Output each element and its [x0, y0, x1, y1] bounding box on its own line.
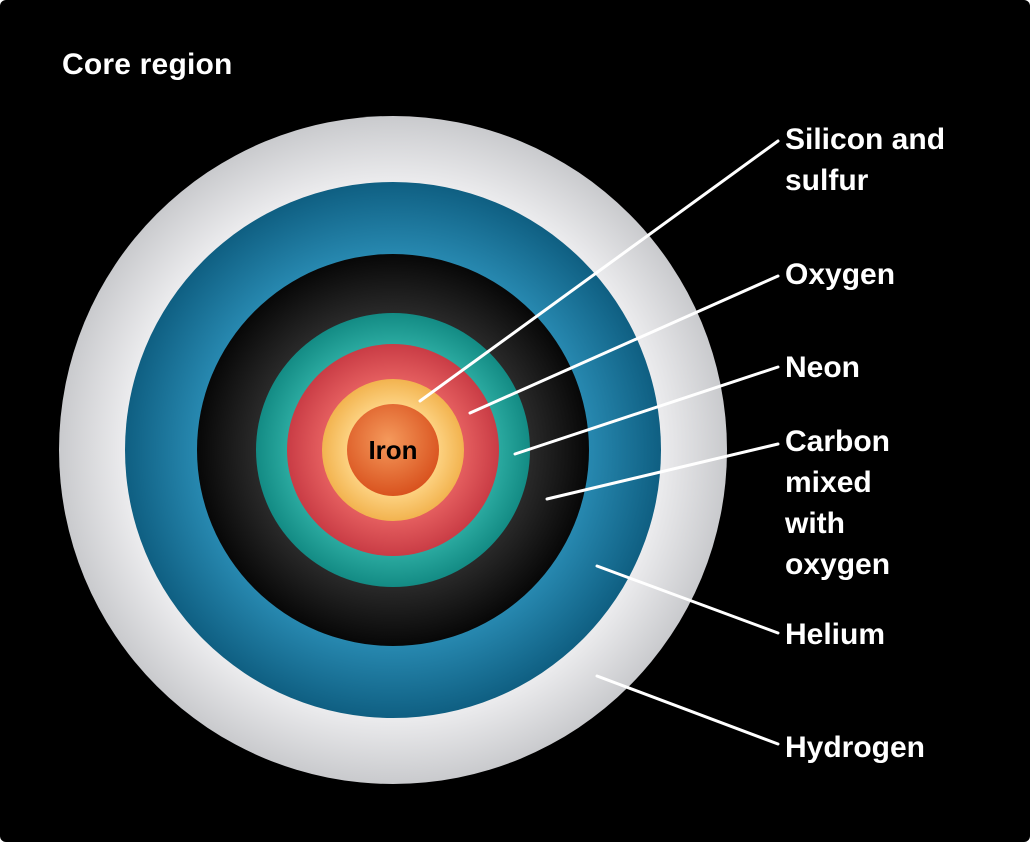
leader-hydrogen [595, 674, 780, 746]
leader-neon [513, 365, 780, 456]
label-silicon-sulfur: Silicon and sulfur [785, 123, 946, 197]
label-neon: Neon [785, 351, 860, 384]
leader-oxygen [468, 274, 780, 415]
label-oxygen: Oxygen [785, 258, 896, 291]
diagram-title: Core region [62, 48, 233, 81]
leader-silicon-sulfur [418, 139, 780, 403]
label-helium: Helium [785, 618, 886, 651]
leader-carbon-oxygen [545, 442, 780, 501]
label-hydrogen: Hydrogen [785, 731, 926, 764]
label-carbon-oxygen: Carbon mixed with oxygen [785, 425, 891, 581]
core-iron-label: Iron [368, 435, 417, 465]
layer-iron [347, 404, 439, 496]
leader-helium [595, 564, 780, 635]
